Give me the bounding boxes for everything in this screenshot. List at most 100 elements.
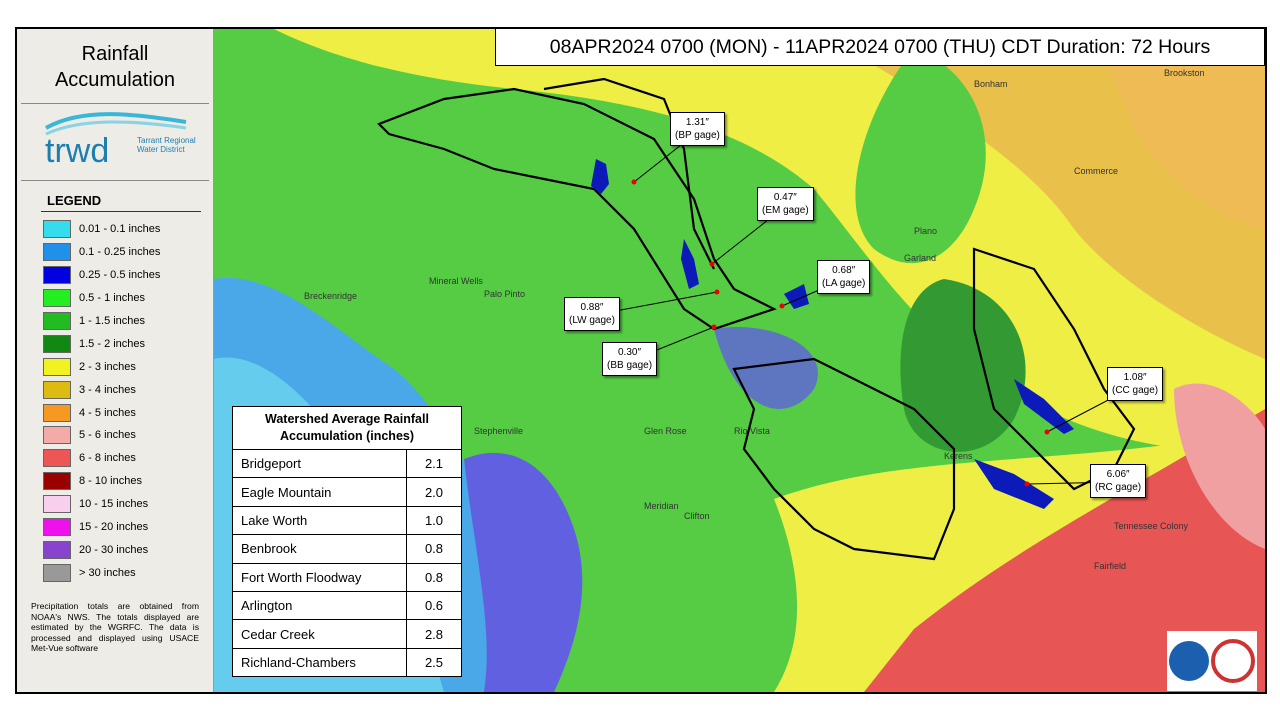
legend-label: 10 - 15 inches <box>79 498 149 511</box>
gage-callout: 0.88″ (LW gage) <box>564 297 620 331</box>
legend: 0.01 - 0.1 inches 0.1 - 0.25 inches 0.25 -… <box>17 218 213 584</box>
gage-marker <box>714 289 720 295</box>
place-label: Brookston <box>1164 68 1205 78</box>
rainfall-value: 2.8 <box>406 619 462 649</box>
gage-value: 0.47″ <box>773 192 797 203</box>
legend-item: 0.25 - 0.5 inches <box>43 264 213 287</box>
watershed-name: Cedar Creek <box>232 619 407 649</box>
place-label: Stephenville <box>474 426 523 436</box>
note: Precipitation totals are obtained from N… <box>31 601 199 654</box>
gage-marker <box>711 324 717 330</box>
legend-swatch <box>43 289 71 308</box>
legend-swatch <box>43 220 71 239</box>
frame: Garland Plano Stephenville Breckenridge Mine… <box>15 27 1267 694</box>
gage-label: (LA gage) <box>822 278 866 289</box>
legend-swatch <box>43 449 71 468</box>
legend-label: 3 - 4 inches <box>79 383 136 396</box>
place-label: Rio Vista <box>734 426 770 436</box>
logo-subtitle: Tarrant Regional Water District <box>137 136 196 154</box>
gage-marker <box>709 261 715 267</box>
legend-swatch <box>43 563 71 582</box>
legend-item: 0.01 - 0.1 inches <box>43 218 213 241</box>
place-label: Palo Pinto <box>484 289 525 299</box>
legend-swatch <box>43 495 71 514</box>
gage-label: (EM gage) <box>762 205 809 216</box>
legend-swatch <box>43 357 71 376</box>
table-row: Bridgeport 2.1 <box>232 448 462 479</box>
rainfall-value: 2.5 <box>406 647 462 678</box>
rainfall-value: 1.0 <box>406 505 462 536</box>
gage-callout: 0.68″ (LA gage) <box>817 260 871 294</box>
legend-item: 5 - 6 inches <box>43 424 213 447</box>
place-label: Breckenridge <box>304 291 357 301</box>
gage-value: 6.06″ <box>1106 469 1130 480</box>
watershed-name: Arlington <box>232 590 407 621</box>
legend-swatch <box>43 334 71 353</box>
place-label: Mineral Wells <box>429 276 483 286</box>
gage-label: (LW gage) <box>569 315 615 326</box>
place-label: Tennessee Colony <box>1114 521 1189 531</box>
sidebar: Rainfall Accumulation trwd Tarrant Regio… <box>17 29 214 692</box>
table-row: Richland-Chambers 2.5 <box>232 647 462 678</box>
legend-label: 20 - 30 inches <box>79 543 149 556</box>
place-label: Plano <box>914 226 937 236</box>
logo: trwd Tarrant Regional Water District <box>21 104 209 181</box>
header-title: 08APR2024 0700 (MON) - 11APR2024 0700 (T… <box>495 29 1265 66</box>
legend-swatch <box>43 403 71 422</box>
legend-label: 0.01 - 0.1 inches <box>79 223 161 236</box>
gage-callout: 0.30″ (BB gage) <box>602 342 658 376</box>
legend-item: 6 - 8 inches <box>43 447 213 470</box>
place-label: Fairfield <box>1094 561 1126 571</box>
gage-callout: 6.06″ (RC gage) <box>1090 464 1147 498</box>
legend-item: > 30 inches <box>43 561 213 584</box>
rainfall-value: 0.8 <box>406 562 462 592</box>
gage-marker <box>779 303 785 309</box>
legend-item: 1.5 - 2 inches <box>43 332 213 355</box>
watershed-table: Watershed Average Rainfall Accumulation … <box>232 406 462 678</box>
legend-swatch <box>43 540 71 559</box>
place-label: Bonham <box>974 79 1008 89</box>
legend-swatch <box>43 312 71 330</box>
legend-item: 4 - 5 inches <box>43 401 213 424</box>
legend-title: LEGEND <box>47 193 102 208</box>
gage-value: 1.31″ <box>685 117 709 128</box>
legend-label: 4 - 5 inches <box>79 406 136 419</box>
rainfall-value: 0.8 <box>406 534 462 564</box>
legend-item: 2 - 3 inches <box>43 355 213 378</box>
gage-marker <box>1044 429 1050 435</box>
place-label: Kerens <box>944 451 973 461</box>
gage-value: 0.30″ <box>618 347 642 358</box>
watershed-name: Lake Worth <box>232 505 407 536</box>
legend-label: 2 - 3 inches <box>79 360 136 373</box>
legend-item: 20 - 30 inches <box>43 538 213 561</box>
place-label: Meridian <box>644 501 679 511</box>
watershed-name: Richland-Chambers <box>232 647 407 678</box>
legend-swatch <box>43 472 71 491</box>
legend-item: 1 - 1.5 inches <box>43 310 213 333</box>
table-row: Benbrook 0.8 <box>232 534 462 564</box>
table-row: Arlington 0.6 <box>232 590 462 621</box>
gage-callout: 1.08″ (CC gage) <box>1107 367 1164 401</box>
legend-label: 1 - 1.5 inches <box>79 315 146 327</box>
legend-swatch <box>43 266 71 285</box>
place-label: Garland <box>904 253 936 263</box>
legend-swatch <box>43 426 71 445</box>
legend-swatch <box>43 380 71 399</box>
table-row: Lake Worth 1.0 <box>232 505 462 536</box>
watershed-name: Bridgeport <box>232 448 407 479</box>
legend-label: 1.5 - 2 inches <box>79 337 146 350</box>
rainfall-value: 2.0 <box>406 477 462 507</box>
legend-swatch <box>43 243 71 262</box>
place-label: Clifton <box>684 511 710 521</box>
legend-label: 5 - 6 inches <box>79 429 136 442</box>
rainfall-value: 2.1 <box>406 448 462 479</box>
logo-waves <box>45 112 187 136</box>
watershed-name: Fort Worth Floodway <box>232 562 407 592</box>
logo-name: trwd <box>45 132 110 170</box>
gage-callout: 1.31″ (BP gage) <box>670 112 725 146</box>
legend-item: 15 - 20 inches <box>43 516 213 539</box>
legend-item: 10 - 15 inches <box>43 493 213 516</box>
gage-value: 0.88″ <box>580 302 604 313</box>
legend-label: 0.25 - 0.5 inches <box>79 269 161 282</box>
gage-marker <box>631 179 637 185</box>
